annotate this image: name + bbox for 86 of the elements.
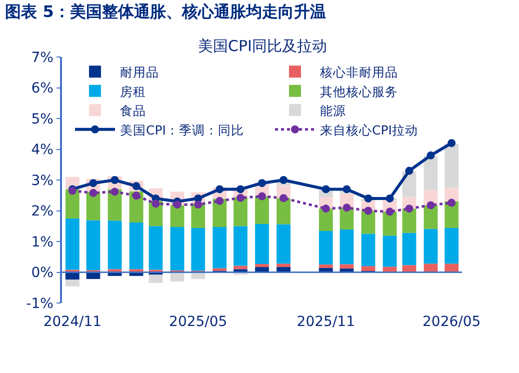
bar — [148, 226, 163, 270]
bar — [276, 198, 290, 224]
bar — [234, 226, 248, 266]
bar — [361, 266, 376, 272]
x-tick-label: 2024/11 — [43, 314, 102, 330]
y-tick-label: 5% — [31, 111, 54, 128]
point — [194, 200, 202, 209]
legend-label: 能源 — [320, 103, 346, 118]
bar — [170, 272, 184, 282]
legend-label: 房租 — [120, 84, 146, 99]
bar — [108, 220, 122, 270]
point — [405, 204, 414, 213]
point — [448, 198, 456, 207]
y-tick-label: 0% — [31, 265, 54, 282]
point — [322, 204, 330, 213]
y-tick-label: -1% — [26, 296, 54, 312]
bar — [444, 144, 459, 188]
point — [280, 194, 288, 202]
bar — [255, 224, 269, 264]
point — [364, 206, 372, 215]
y-tick-label: 1% — [31, 234, 54, 250]
bar — [234, 197, 248, 226]
bar — [444, 188, 459, 202]
point — [342, 204, 351, 212]
bar — [402, 232, 416, 266]
point — [173, 200, 182, 209]
bar — [255, 196, 269, 224]
point — [110, 188, 119, 196]
y-tick-label: 4% — [31, 142, 54, 158]
bar — [318, 264, 333, 268]
bar — [65, 218, 80, 270]
bar — [170, 227, 184, 270]
legend-label: 食品 — [120, 103, 146, 118]
chart-title: 图表 5：美国整体通胀、核心通胀均走向升温 — [5, 2, 326, 21]
bar — [191, 228, 206, 271]
legend-label: 核心非耐用品 — [319, 64, 398, 80]
legend-label: 耐用品 — [120, 64, 159, 80]
legend-label: 来自核心CPI拉动 — [320, 122, 418, 138]
legend-label: 美国CPI：季调：同比 — [120, 122, 244, 138]
chart-subtitle: 美国CPI同比及拉动 — [198, 37, 327, 55]
bar — [424, 228, 438, 264]
point — [89, 188, 98, 197]
point — [386, 208, 394, 216]
point — [426, 151, 435, 160]
point — [258, 192, 266, 200]
point — [258, 179, 266, 188]
y-tick-label: 6% — [31, 80, 54, 97]
x-tick-label: 2025/05 — [169, 314, 228, 330]
point — [405, 166, 414, 175]
point — [364, 194, 372, 202]
bar — [86, 220, 100, 270]
bar — [402, 208, 416, 233]
bar — [318, 231, 333, 265]
bar — [65, 280, 80, 286]
point — [236, 194, 244, 202]
point — [152, 200, 160, 208]
bar — [129, 222, 144, 270]
bar — [382, 236, 397, 267]
point — [426, 201, 435, 210]
legend-label: 其他核心服务 — [320, 84, 398, 99]
x-tick-label: 2026/05 — [422, 314, 481, 330]
point — [322, 185, 330, 194]
y-tick-label: 7% — [31, 50, 54, 66]
bar — [170, 205, 184, 228]
bar — [361, 234, 376, 266]
bar — [444, 228, 459, 264]
y-tick-label: 2% — [31, 204, 54, 220]
bar — [276, 224, 290, 264]
bar — [65, 189, 80, 218]
point — [280, 176, 288, 184]
bar — [148, 274, 163, 284]
bar — [340, 264, 354, 269]
bar — [255, 264, 269, 268]
y-tick-label: 3% — [31, 172, 54, 189]
bar — [340, 230, 354, 264]
point — [448, 139, 456, 148]
point — [342, 185, 351, 194]
bar — [424, 205, 438, 229]
point — [132, 192, 140, 200]
bar — [212, 227, 227, 268]
x-tick-label: 2025/11 — [296, 314, 355, 330]
point — [386, 194, 394, 202]
bar — [424, 156, 438, 190]
point — [216, 196, 224, 205]
bar — [318, 208, 333, 232]
bar — [276, 264, 290, 268]
